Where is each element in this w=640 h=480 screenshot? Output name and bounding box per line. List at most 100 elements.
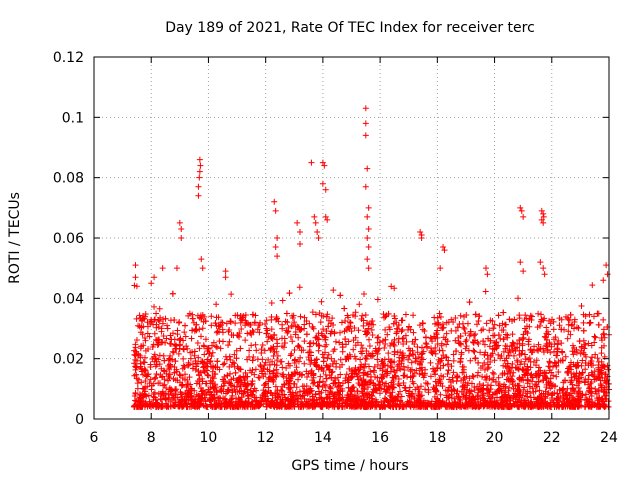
data-point <box>409 378 416 385</box>
data-point <box>511 400 518 407</box>
data-point <box>135 322 142 329</box>
data-point <box>516 403 523 410</box>
data-point <box>385 310 392 317</box>
data-point <box>601 334 608 341</box>
data-point <box>550 372 557 379</box>
data-point <box>165 391 172 398</box>
data-point <box>277 358 284 365</box>
data-point <box>507 377 514 384</box>
data-point <box>531 347 538 354</box>
data-point <box>267 333 274 340</box>
data-point <box>431 333 438 340</box>
data-point <box>196 314 203 321</box>
data-point <box>374 356 381 363</box>
data-point <box>155 317 162 324</box>
data-point <box>550 326 557 333</box>
data-point <box>227 318 234 325</box>
data-point <box>285 375 292 382</box>
data-point <box>486 327 493 334</box>
data-point <box>387 392 394 399</box>
data-point <box>374 350 381 357</box>
data-point <box>259 356 266 363</box>
data-point <box>518 207 525 214</box>
data-point <box>395 361 402 368</box>
data-point <box>262 396 269 403</box>
data-point <box>281 340 288 347</box>
data-point <box>436 310 443 317</box>
data-point <box>480 397 487 404</box>
data-point <box>434 327 441 334</box>
data-point <box>430 365 437 372</box>
data-point <box>223 320 230 327</box>
data-point <box>457 402 464 409</box>
data-point <box>351 392 358 399</box>
data-point <box>452 337 459 344</box>
data-point <box>162 396 169 403</box>
data-point <box>379 363 386 370</box>
x-tick-label: 18 <box>428 430 446 446</box>
data-point <box>488 382 495 389</box>
data-point <box>458 351 465 358</box>
data-point <box>582 391 589 398</box>
data-point <box>446 400 453 407</box>
data-point <box>532 388 539 395</box>
data-point <box>191 398 198 405</box>
data-point <box>292 397 299 404</box>
y-tick-label: 0.02 <box>53 352 84 368</box>
data-point <box>328 374 335 381</box>
data-point <box>246 347 253 354</box>
data-point <box>155 390 162 397</box>
data-point <box>543 324 550 331</box>
data-point <box>199 325 206 332</box>
data-point <box>588 399 595 406</box>
data-point <box>153 324 160 331</box>
data-point <box>498 327 505 334</box>
data-point <box>188 335 195 342</box>
data-point <box>484 355 491 362</box>
data-point <box>382 326 389 333</box>
data-point <box>286 386 293 393</box>
data-point <box>250 329 257 336</box>
data-point <box>439 347 446 354</box>
data-point <box>169 348 176 355</box>
data-point <box>514 382 521 389</box>
data-point <box>236 333 243 340</box>
data-point <box>370 369 377 376</box>
data-point <box>371 363 378 370</box>
data-point <box>478 327 485 334</box>
data-point <box>416 388 423 395</box>
data-point <box>499 320 506 327</box>
data-point <box>161 357 168 364</box>
data-point <box>421 327 428 334</box>
data-point <box>581 379 588 386</box>
data-point <box>297 354 304 361</box>
data-point <box>398 328 405 335</box>
data-point <box>202 391 209 398</box>
data-point <box>185 387 192 394</box>
data-point <box>319 159 326 166</box>
data-point <box>570 351 577 358</box>
data-point <box>524 376 531 383</box>
data-point <box>558 348 565 355</box>
data-point <box>354 339 361 346</box>
data-point <box>227 318 234 325</box>
data-point <box>301 383 308 390</box>
data-point <box>422 334 429 341</box>
data-point <box>196 156 203 163</box>
data-point <box>445 367 452 374</box>
data-point <box>475 369 482 376</box>
data-point <box>244 356 251 363</box>
data-point <box>391 315 398 322</box>
data-point <box>467 328 474 335</box>
data-point <box>171 402 178 409</box>
data-point <box>170 402 177 409</box>
data-point <box>462 379 469 386</box>
data-point <box>491 321 498 328</box>
data-point <box>372 385 379 392</box>
data-point <box>334 384 341 391</box>
data-points <box>131 105 612 410</box>
data-point <box>140 312 147 319</box>
data-point <box>152 355 159 362</box>
data-point <box>180 355 187 362</box>
